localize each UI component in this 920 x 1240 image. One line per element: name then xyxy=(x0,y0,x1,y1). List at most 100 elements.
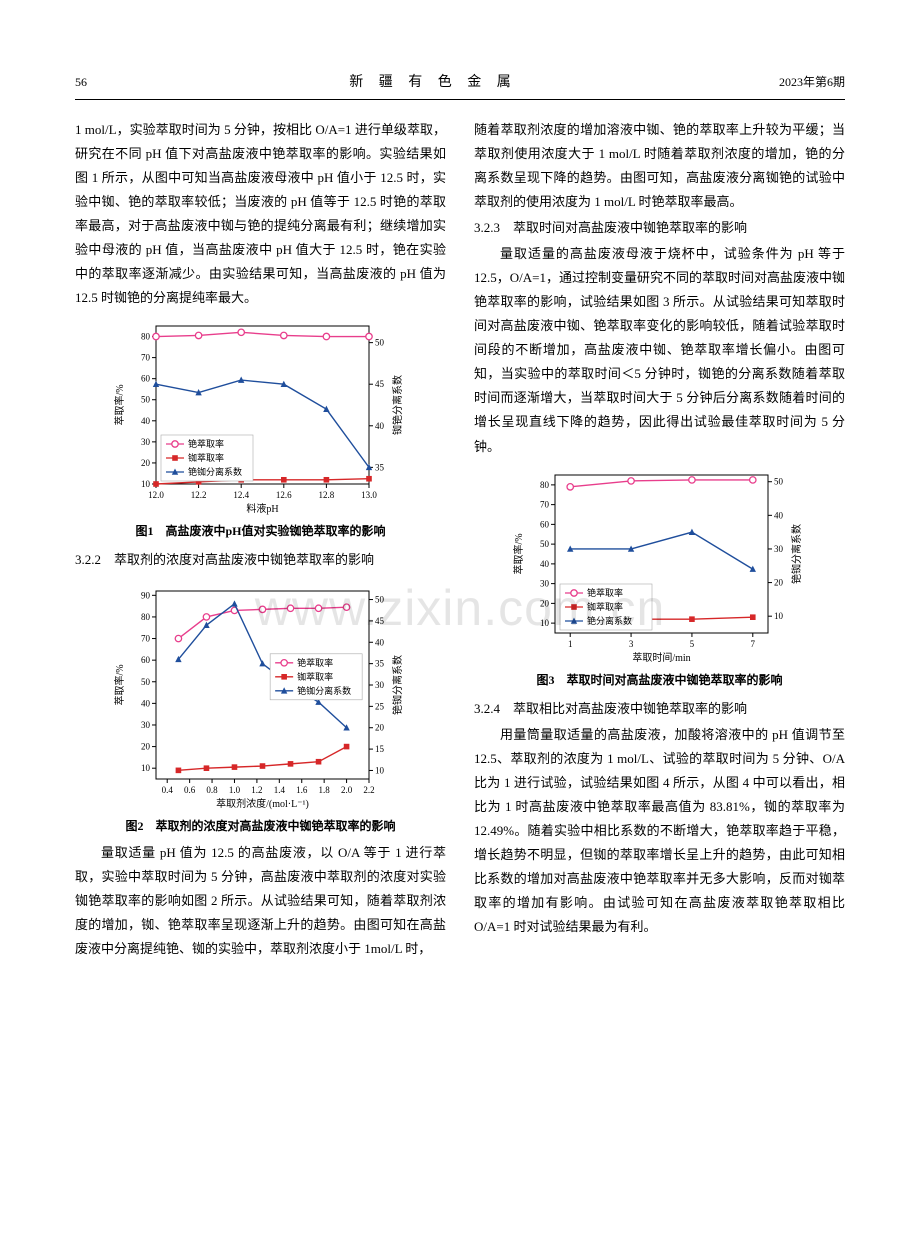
svg-text:铯铷分离系数: 铯铷分离系数 xyxy=(790,524,803,584)
svg-text:70: 70 xyxy=(141,353,151,363)
svg-text:料液pH: 料液pH xyxy=(246,502,278,515)
svg-text:10: 10 xyxy=(540,618,550,628)
svg-text:40: 40 xyxy=(141,416,151,426)
svg-text:60: 60 xyxy=(141,655,151,665)
two-column-layout: 1 mol/L，实验萃取时间为 5 分钟，按相比 O/A=1 进行单级萃取，研究… xyxy=(75,118,845,961)
svg-text:萃取率/%: 萃取率/% xyxy=(512,533,525,574)
svg-text:5: 5 xyxy=(689,639,694,649)
heading-323: 3.2.3 萃取时间对高盐废液中铷铯萃取率的影响 xyxy=(474,214,845,242)
figure-2-caption: 图2 萃取剂的浓度对高盐废液中铷铯萃取率的影响 xyxy=(75,813,446,841)
svg-text:2.0: 2.0 xyxy=(340,785,352,795)
svg-text:10: 10 xyxy=(774,611,784,621)
right-p1: 随着萃取剂浓度的增加溶液中铷、铯的萃取率上升较为平缓；当萃取剂使用浓度大于 1 … xyxy=(474,118,845,214)
svg-text:30: 30 xyxy=(141,437,151,447)
svg-text:70: 70 xyxy=(540,499,550,509)
svg-text:13.0: 13.0 xyxy=(361,490,377,500)
svg-text:50: 50 xyxy=(774,476,784,486)
svg-text:80: 80 xyxy=(141,611,151,621)
svg-text:铷萃取率: 铷萃取率 xyxy=(587,601,623,612)
svg-text:铯萃取率: 铯萃取率 xyxy=(188,438,224,449)
right-p2: 量取适量的高盐废液母液于烧杯中，试验条件为 pH 等于 12.5，O/A=1，通… xyxy=(474,242,845,458)
svg-text:50: 50 xyxy=(375,338,385,348)
svg-text:萃取率/%: 萃取率/% xyxy=(113,385,126,426)
svg-text:60: 60 xyxy=(141,374,151,384)
svg-text:10: 10 xyxy=(141,763,151,773)
svg-text:1.2: 1.2 xyxy=(251,785,262,795)
svg-text:0.8: 0.8 xyxy=(206,785,218,795)
chart-2-svg: 0.40.60.81.01.21.41.61.82.02.21020304050… xyxy=(111,581,411,811)
figure-1-caption: 图1 高盐废液中pH值对实验铷铯萃取率的影响 xyxy=(75,518,446,546)
svg-text:1.0: 1.0 xyxy=(228,785,240,795)
svg-text:1.8: 1.8 xyxy=(318,785,330,795)
svg-text:50: 50 xyxy=(540,539,550,549)
chart-3-svg: 1 3 5 7 10 20 30 40 50 60 70 80 10 20 30 40 50 萃取时间/min 萃取… xyxy=(510,465,810,665)
svg-text:铷萃取率: 铷萃取率 xyxy=(297,670,333,681)
svg-text:20: 20 xyxy=(774,577,784,587)
svg-text:1.6: 1.6 xyxy=(296,785,308,795)
svg-text:20: 20 xyxy=(141,741,151,751)
figure-3-caption: 图3 萃取时间对高盐废液中铷铯萃取率的影响 xyxy=(474,667,845,695)
svg-text:铷铯分离系数: 铷铯分离系数 xyxy=(391,375,404,435)
svg-text:30: 30 xyxy=(774,544,784,554)
left-p1: 1 mol/L，实验萃取时间为 5 分钟，按相比 O/A=1 进行单级萃取，研究… xyxy=(75,118,446,310)
svg-text:铯铷分离系数: 铯铷分离系数 xyxy=(188,466,242,477)
svg-text:10: 10 xyxy=(375,765,385,775)
left-p2: 量取适量 pH 值为 12.5 的高盐废液，以 O/A 等于 1 进行萃取，实验… xyxy=(75,841,446,961)
svg-text:12.8: 12.8 xyxy=(318,490,334,500)
svg-text:铷萃取率: 铷萃取率 xyxy=(188,452,224,463)
svg-text:50: 50 xyxy=(141,676,151,686)
svg-text:0.6: 0.6 xyxy=(184,785,196,795)
svg-text:40: 40 xyxy=(540,558,550,568)
svg-text:40: 40 xyxy=(375,637,385,647)
svg-text:80: 80 xyxy=(540,479,550,489)
svg-text:35: 35 xyxy=(375,463,385,473)
svg-text:萃取率/%: 萃取率/% xyxy=(113,664,126,705)
svg-text:45: 45 xyxy=(375,379,385,389)
svg-text:50: 50 xyxy=(141,395,151,405)
svg-text:萃取时间/min: 萃取时间/min xyxy=(632,651,690,664)
figure-3: 1 3 5 7 10 20 30 40 50 60 70 80 10 20 30 40 50 萃取时间/min 萃取… xyxy=(474,459,845,667)
svg-text:30: 30 xyxy=(540,578,550,588)
svg-text:12.4: 12.4 xyxy=(233,490,249,500)
svg-text:铯分离系数: 铯分离系数 xyxy=(587,615,632,626)
heading-322: 3.2.2 萃取剂的浓度对高盐废液中铷铯萃取率的影响 xyxy=(75,546,446,574)
svg-text:60: 60 xyxy=(540,519,550,529)
svg-text:35: 35 xyxy=(375,658,385,668)
svg-text:2.2: 2.2 xyxy=(363,785,374,795)
svg-text:50: 50 xyxy=(375,594,385,604)
svg-text:10: 10 xyxy=(141,479,151,489)
right-column: 随着萃取剂浓度的增加溶液中铷、铯的萃取率上升较为平缓；当萃取剂使用浓度大于 1 … xyxy=(474,118,845,961)
svg-text:铯萃取率: 铯萃取率 xyxy=(587,587,623,598)
svg-text:30: 30 xyxy=(141,719,151,729)
figure-1: 12.012.212.412.612.813.01020304050607080… xyxy=(75,310,446,518)
svg-text:15: 15 xyxy=(375,744,385,754)
svg-text:45: 45 xyxy=(375,615,385,625)
svg-text:40: 40 xyxy=(774,510,784,520)
svg-text:1: 1 xyxy=(567,639,572,649)
svg-text:12.0: 12.0 xyxy=(148,490,164,500)
svg-text:90: 90 xyxy=(141,590,151,600)
svg-text:25: 25 xyxy=(375,701,385,711)
svg-text:30: 30 xyxy=(375,680,385,690)
svg-text:铯铷分离系数: 铯铷分离系数 xyxy=(391,655,404,715)
svg-text:0.4: 0.4 xyxy=(161,785,173,795)
svg-text:3: 3 xyxy=(628,639,633,649)
page-header: 56 新 疆 有 色 金 属 2023年第6期 xyxy=(75,70,845,100)
svg-text:40: 40 xyxy=(375,421,385,431)
issue-label: 2023年第6期 xyxy=(779,71,845,93)
svg-text:7: 7 xyxy=(750,639,755,649)
left-column: 1 mol/L，实验萃取时间为 5 分钟，按相比 O/A=1 进行单级萃取，研究… xyxy=(75,118,446,961)
svg-text:20: 20 xyxy=(375,722,385,732)
svg-text:40: 40 xyxy=(141,698,151,708)
right-p3: 用量筒量取适量的高盐废液，加酸将溶液中的 pH 值调节至 12.5、萃取剂的浓度… xyxy=(474,723,845,939)
svg-text:萃取剂浓度/(mol·L⁻¹): 萃取剂浓度/(mol·L⁻¹) xyxy=(216,797,309,810)
figure-2: 0.40.60.81.01.21.41.61.82.02.21020304050… xyxy=(75,575,446,813)
journal-title: 新 疆 有 色 金 属 xyxy=(349,70,517,96)
heading-324: 3.2.4 萃取相比对高盐废液中铷铯萃取率的影响 xyxy=(474,695,845,723)
svg-text:20: 20 xyxy=(141,458,151,468)
svg-text:铯铷分离系数: 铯铷分离系数 xyxy=(297,684,351,695)
svg-text:20: 20 xyxy=(540,598,550,608)
svg-text:70: 70 xyxy=(141,633,151,643)
svg-text:12.6: 12.6 xyxy=(275,490,291,500)
chart-1-svg: 12.012.212.412.612.813.01020304050607080… xyxy=(111,316,411,516)
